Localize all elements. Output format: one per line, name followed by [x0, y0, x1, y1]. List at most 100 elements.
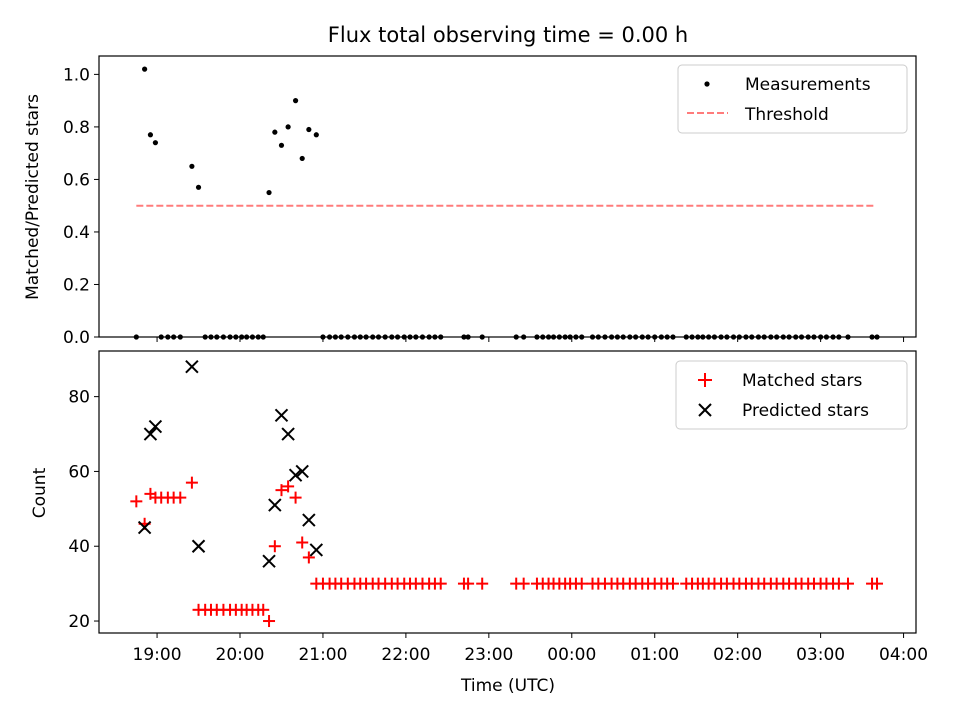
matched-star-point: [841, 577, 854, 590]
predicted-star-point-b: [191, 539, 206, 553]
measurement-point: [299, 155, 305, 162]
measurement-point: [260, 334, 266, 340]
top-y-tick-label-3: 0.6: [63, 170, 90, 190]
measurement-point: [579, 334, 585, 340]
legend-label-threshold: Threshold: [744, 105, 829, 125]
measurement-point: [545, 334, 552, 340]
measurement-point: [774, 334, 780, 340]
x-axis-label: Time (UTC): [460, 676, 555, 696]
measurement-point: [375, 334, 382, 340]
predicted-star-point-b: [302, 513, 316, 527]
measurement-point: [438, 334, 444, 340]
predicted-star-point-b: [309, 543, 324, 557]
measurement-point: [370, 334, 376, 340]
measurement-point: [233, 334, 239, 340]
matched-stars-series: [130, 476, 884, 628]
predicted-star-point: [148, 419, 163, 434]
matched-star-point: [434, 577, 447, 590]
matched-star-point: [174, 491, 187, 504]
measurement-point: [326, 334, 333, 340]
top-y-axis-label: Matched/Predicted stars: [23, 94, 43, 300]
measurement-point: [683, 334, 689, 340]
measurement-point: [695, 334, 701, 340]
matched-star-point: [263, 615, 276, 628]
predicted-star-point-b: [143, 427, 158, 441]
measurement-point: [700, 334, 706, 340]
predicted-star-point-b: [262, 554, 276, 568]
top-plot-frame: [98, 55, 917, 338]
predicted-star-point-b: [137, 520, 152, 535]
predicted-star-point-b: [281, 427, 295, 441]
measurement-point: [313, 132, 319, 138]
measurements-series: [133, 66, 880, 340]
measurement-point: [755, 334, 762, 340]
predicted-star-point-b: [274, 408, 289, 423]
x-tick-label-8: 03:00: [796, 645, 845, 665]
measurement-point: [652, 334, 658, 340]
legend-marker-matched-stars: [698, 373, 712, 387]
measurement-point: [432, 334, 438, 340]
measurement-point: [874, 334, 880, 340]
measurement-point: [214, 334, 220, 340]
bottom-plot-frame: [98, 350, 917, 634]
matched-star-point: [282, 480, 295, 493]
measurement-point: [811, 334, 817, 340]
bottom-y-tick-label-3: 80: [68, 388, 90, 408]
measurement-point: [202, 334, 208, 340]
measurement-point: [285, 124, 291, 130]
measurement-point: [689, 334, 695, 340]
x-tick-label-9: 04:00: [879, 645, 928, 665]
predicted-star-point: [185, 360, 199, 374]
bottom-x-axis: 19:00 20:00 21:00 22:00 23:00 00:00 01:00 02:00…: [133, 633, 928, 665]
predicted-star-point: [143, 427, 158, 441]
measurement-point: [158, 334, 164, 340]
matched-star-point: [575, 577, 588, 590]
top-y-tick-label-1: 0.2: [63, 275, 90, 295]
predicted-star-point-b: [288, 468, 303, 482]
measurement-point: [189, 163, 195, 169]
measurement-point: [627, 334, 633, 340]
predicted-star-point: [302, 513, 316, 527]
measurement-point: [761, 334, 767, 340]
measurement-point: [706, 334, 712, 340]
measurement-point: [620, 334, 626, 340]
measurement-point: [869, 334, 875, 340]
measurement-point: [272, 129, 278, 135]
predicted-star-point-b: [185, 360, 199, 374]
measurement-point: [147, 132, 154, 138]
top-y-axis: 0.0 0.2 0.4 0.6 0.8 1.0: [63, 65, 99, 348]
matched-star-point: [257, 603, 270, 616]
x-tick-label-4: 23:00: [464, 645, 513, 665]
top-legend: Measurements Threshold: [677, 64, 908, 134]
x-tick-label-3: 22:00: [381, 645, 430, 665]
matched-star-point: [185, 476, 198, 489]
measurement-point: [562, 334, 568, 340]
measurement-point: [292, 98, 299, 104]
legend-label-measurements: Measurements: [745, 75, 871, 95]
measurement-point: [461, 334, 467, 340]
matched-star-point: [666, 577, 679, 590]
measurement-point: [633, 334, 639, 340]
measurement-point: [830, 334, 836, 340]
measurement-point: [602, 334, 608, 340]
measurement-point: [363, 334, 369, 340]
measurement-point: [786, 334, 792, 340]
measurement-point: [550, 334, 557, 340]
measurement-point: [658, 334, 664, 340]
top-y-tick-label-5: 1.0: [63, 65, 90, 85]
measurement-point: [567, 334, 573, 340]
measurement-point: [664, 334, 670, 340]
measurement-point: [208, 334, 214, 340]
measurement-point: [413, 334, 419, 340]
measurement-point: [266, 189, 272, 196]
x-tick-label-0: 19:00: [133, 645, 182, 665]
bottom-legend-box: [675, 360, 908, 430]
top-legend-box: [677, 64, 908, 134]
predicted-star-point: [262, 554, 276, 568]
matched-star-point: [302, 551, 315, 564]
measurement-point: [220, 334, 227, 340]
chart-title: Flux total observing time = 0.00 h: [328, 23, 688, 47]
predicted-star-point: [274, 408, 289, 423]
matched-star-point: [296, 536, 309, 549]
measurement-point: [479, 334, 485, 340]
